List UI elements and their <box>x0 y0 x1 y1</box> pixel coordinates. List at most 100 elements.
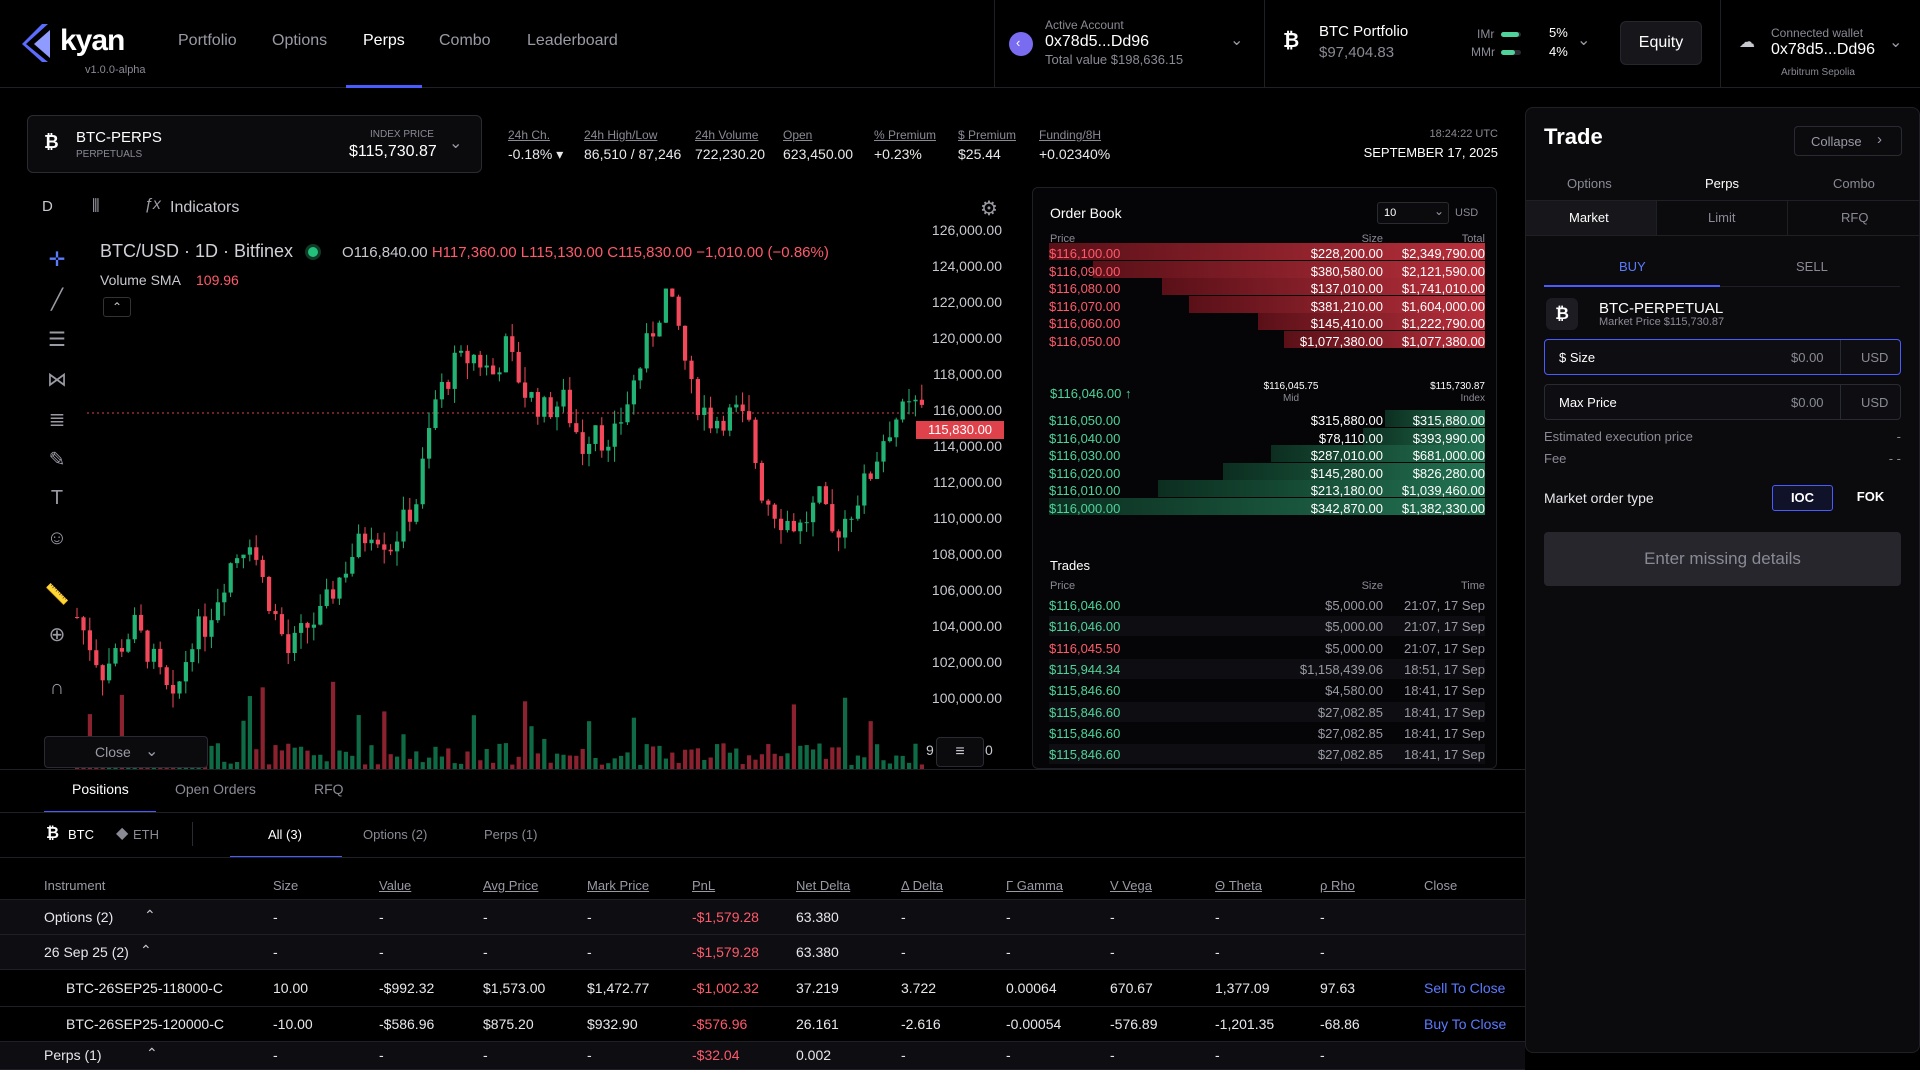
bid-row[interactable]: $116,030.00 $287,010.00 $681,000.00 <box>1049 445 1485 463</box>
col-delta[interactable]: Δ Delta <box>901 878 943 893</box>
text-tool-icon[interactable]: T <box>50 487 64 509</box>
close-chart-panel-button[interactable]: Close ⌄ <box>44 736 208 768</box>
pattern-icon[interactable]: ⋈ <box>47 369 67 391</box>
candle-body <box>414 504 419 522</box>
btc-portfolio-selector[interactable]: ₿ BTC Portfolio $97,404.83 IMr 5% MMr 4%… <box>1264 0 1614 88</box>
chart-menu-icon[interactable]: ≡ <box>936 737 984 767</box>
col-gamma[interactable]: Γ Gamma <box>1006 878 1064 893</box>
order-tab-market[interactable]: Market <box>1526 201 1657 235</box>
volume-bar <box>894 755 899 769</box>
order-tab-limit[interactable]: Limit <box>1657 201 1788 235</box>
cell-vega: - <box>1110 943 1115 960</box>
col-rho[interactable]: ρ Rho <box>1320 878 1355 893</box>
table-row[interactable]: BTC-26SEP25-120000-C -10.00 -$586.96 $875.2… <box>0 1007 1525 1042</box>
fib-icon[interactable]: ≣ <box>48 409 66 431</box>
bid-row[interactable]: $116,040.00 $78,110.00 $393,990.00 <box>1049 427 1485 446</box>
zoom-icon[interactable]: ⊕ <box>48 624 66 646</box>
nav-combo[interactable]: Combo <box>439 32 491 49</box>
nav-portfolio[interactable]: Portfolio <box>178 32 237 49</box>
nav-leaderboard[interactable]: Leaderboard <box>527 32 618 49</box>
filter-all[interactable]: All (3) <box>268 827 302 842</box>
trade-instrument: BTC-PERPETUAL <box>1599 300 1724 317</box>
candle-body <box>913 399 918 402</box>
table-group-row[interactable]: 26 Sep 25 (2) - - - - -$1,579.28 63.380 - - - - - ⌃ <box>0 935 1525 970</box>
horizontal-lines-icon[interactable]: ☰ <box>48 329 66 351</box>
close-position-button[interactable]: Buy To Close <box>1424 1015 1507 1032</box>
cell-rho: 97.63 <box>1320 979 1356 996</box>
trend-line-icon[interactable]: ╱ <box>50 289 64 311</box>
ask-row[interactable]: $116,080.00 $137,010.00 $1,741,010.00 <box>1049 278 1485 296</box>
settings-icon[interactable]: ⚙ <box>980 198 998 220</box>
bid-row[interactable]: $116,050.00 $315,880.00 $315,880.00 <box>1049 410 1485 428</box>
col-value[interactable]: Value <box>379 878 412 893</box>
ask-row[interactable]: $116,090.00 $380,580.00 $2,121,590.00 <box>1049 260 1485 279</box>
bid-row[interactable]: $116,010.00 $213,180.00 $1,039,460.00 <box>1049 480 1485 498</box>
col-net-delta[interactable]: Net Delta <box>796 878 851 893</box>
tab-options[interactable]: Options <box>1567 176 1612 191</box>
table-row[interactable]: BTC-26SEP25-118000-C 10.00 -$992.32 $1,573.… <box>0 970 1525 1007</box>
col-theta[interactable]: Θ Theta <box>1215 878 1262 893</box>
tab-perps[interactable]: Perps <box>1705 176 1739 191</box>
nav-perps[interactable]: Perps <box>363 32 405 49</box>
equity-button[interactable]: Equity <box>1620 21 1702 65</box>
bid-row[interactable]: $116,020.00 $145,280.00 $826,280.00 <box>1049 462 1485 481</box>
candle-body <box>375 539 380 545</box>
brush-icon[interactable]: ✎ <box>48 449 66 471</box>
cell-instrument: Perps (1) <box>44 1047 102 1063</box>
candle-body <box>171 685 176 694</box>
size-input[interactable]: $ Size $0.00 USD <box>1544 339 1901 375</box>
submit-order-button[interactable]: Enter missing details <box>1544 532 1901 586</box>
wallet-selector[interactable]: ☁ Connected wallet 0x78d5...Dd96 Arbitru… <box>1720 0 1920 88</box>
table-group-row[interactable]: Options (2) - - - - -$1,579.28 63.380 - - - - - ⌃ <box>0 900 1525 935</box>
tab-combo[interactable]: Combo <box>1833 176 1875 191</box>
depth-select[interactable]: 10 ⌄ <box>1377 202 1449 224</box>
col-mark-price[interactable]: Mark Price <box>587 878 650 893</box>
tab-rfq[interactable]: RFQ <box>314 781 344 797</box>
ruler-icon[interactable]: 📏 <box>44 584 70 606</box>
bid-depth-bar <box>1158 480 1485 497</box>
asset-eth[interactable]: ETH <box>133 827 159 842</box>
collapse-button[interactable]: Collapse › <box>1794 126 1902 156</box>
fok-button[interactable]: FOK <box>1856 489 1885 504</box>
col-vega[interactable]: V Vega <box>1110 878 1152 893</box>
kyan-logo[interactable]: kyan v1.0.0-alpha <box>20 20 170 80</box>
filter-perps[interactable]: Perps (1) <box>484 827 538 842</box>
bid-size: $78,110.00 <box>1318 430 1383 446</box>
tab-positions[interactable]: Positions <box>72 781 129 797</box>
magnet-icon[interactable]: ∩ <box>49 677 65 699</box>
ask-row[interactable]: $116,100.00 $228,200.00 $2,349,790.00 <box>1049 243 1485 261</box>
order-tab-rfq[interactable]: RFQ <box>1788 201 1919 235</box>
stat-funding: Funding/8H +0.02340% <box>1039 128 1111 162</box>
ioc-button[interactable]: IOC <box>1772 485 1833 511</box>
chevron-up-icon[interactable]: ⌃ <box>144 906 156 923</box>
chevron-up-icon[interactable]: ⌃ <box>140 941 152 958</box>
ask-row[interactable]: $116,050.00 $1,077,380.00 $1,077,380.00 <box>1049 330 1485 349</box>
max-price-input[interactable]: Max Price $0.00 USD <box>1544 384 1901 420</box>
sell-tab[interactable]: SELL <box>1720 253 1900 287</box>
col-pnl[interactable]: PnL <box>692 878 716 893</box>
asset-btc[interactable]: BTC <box>68 827 94 842</box>
crosshair-icon[interactable]: ✛ <box>48 249 66 271</box>
emoji-icon[interactable]: ☺ <box>46 527 68 549</box>
interval-selector[interactable]: D <box>42 198 53 215</box>
candlestick-chart[interactable] <box>27 187 1012 769</box>
table-group-row[interactable]: Perps (1) - - - - -$32.04 0.002 - - - - - ⌃ <box>0 1042 1525 1070</box>
volume-bar <box>804 745 809 769</box>
price-chart[interactable] <box>27 187 1012 769</box>
chevron-up-icon[interactable]: ⌃ <box>146 1045 158 1061</box>
col-avg-price[interactable]: Avg Price <box>483 878 539 893</box>
active-account-selector[interactable]: ‹ Active Account 0x78d5...Dd96 Total val… <box>994 0 1264 88</box>
tab-open-orders[interactable]: Open Orders <box>175 781 256 797</box>
bid-row[interactable]: $116,000.00 $342,870.00 $1,382,330.00 <box>1049 497 1485 516</box>
volume-bar <box>695 748 700 769</box>
buy-tab[interactable]: BUY <box>1544 253 1720 287</box>
close-position-button[interactable]: Sell To Close <box>1424 979 1506 996</box>
market-selector[interactable]: ₿ BTC-PERPS PERPETUALS INDEX PRICE $115,… <box>27 115 482 173</box>
collapse-legend-icon[interactable]: ⌃ <box>103 297 131 317</box>
nav-options[interactable]: Options <box>272 32 328 49</box>
ask-row[interactable]: $116,060.00 $145,410.00 $1,222,790.00 <box>1049 313 1485 331</box>
indicators-button[interactable]: Indicators <box>170 199 240 216</box>
ask-row[interactable]: $116,070.00 $381,210.00 $1,604,000.00 <box>1049 295 1485 314</box>
filter-options[interactable]: Options (2) <box>363 827 428 842</box>
candle-type-icon[interactable]: ⫴ <box>92 196 100 216</box>
